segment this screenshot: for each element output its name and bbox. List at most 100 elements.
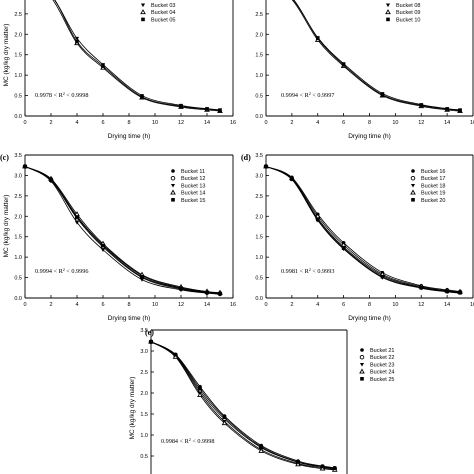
legend-label: Bucket 21 (370, 348, 394, 354)
legend-marker (411, 198, 415, 202)
y-tick-label: 2.0 (14, 214, 22, 220)
legend-marker (410, 189, 416, 195)
x-tick-label: 2 (49, 120, 52, 126)
legend-label: Bucket 08 (396, 3, 420, 9)
x-tick-label: 10 (152, 302, 158, 308)
legend-marker (170, 189, 176, 195)
data-point (419, 103, 424, 108)
y-tick-label: 2.5 (14, 194, 22, 200)
y-tick-label: 2.0 (255, 214, 263, 220)
x-axis-label: Drying time (h) (348, 315, 391, 322)
y-tick-label: 1.0 (14, 73, 22, 79)
legend-marker (386, 17, 390, 22)
y-tick-label: 0.0 (14, 296, 22, 302)
x-tick-label: 8 (368, 120, 371, 126)
x-axis-label: Drying time (h) (108, 133, 151, 140)
x-tick-label: 10 (392, 302, 398, 308)
x-tick-label: 12 (418, 120, 424, 126)
y-tick-label: 2.5 (255, 194, 263, 200)
x-tick-label: 12 (418, 302, 424, 308)
legend-label: Bucket 22 (370, 355, 394, 361)
data-point (458, 108, 462, 113)
y-tick-label: 3.0 (140, 349, 148, 355)
panel-label: (d) (241, 153, 251, 162)
data-point (315, 217, 320, 222)
x-tick-label: 2 (49, 302, 52, 308)
legend-marker (171, 198, 175, 202)
y-tick-label: 1.0 (255, 255, 263, 261)
y-tick-label: 2.5 (255, 12, 263, 18)
data-point (445, 107, 449, 111)
x-tick-label: 0 (23, 302, 26, 308)
legend-label: Bucket 17 (421, 176, 445, 182)
series-bucket-03 (74, 36, 223, 113)
y-tick-label: 0.5 (14, 94, 22, 100)
data-point (74, 220, 80, 225)
y-tick-label: 1.5 (14, 235, 22, 241)
legend-marker (170, 175, 176, 181)
data-point (149, 339, 153, 344)
legend-marker (410, 183, 416, 188)
y-tick-label: 3.0 (255, 173, 263, 179)
data-point (218, 291, 222, 296)
r-squared-annotation: 0.9978 < R2 < 0.9998 (35, 91, 88, 100)
x-axis-label: Drying time (h) (348, 133, 391, 140)
data-point (49, 177, 53, 182)
legend-marker (360, 348, 364, 352)
data-point (258, 447, 265, 453)
data-point (140, 94, 144, 99)
legend-label: Bucket 12 (181, 176, 205, 182)
legend-label: Bucket 24 (370, 370, 394, 376)
data-point (23, 164, 27, 169)
legend-label: Bucket 19 (421, 191, 445, 197)
y-tick-label: 3.5 (255, 153, 263, 159)
x-tick-label: 16 (230, 120, 236, 126)
legend-marker (385, 9, 391, 15)
legend-label: Bucket 04 (151, 10, 175, 16)
data-point (445, 289, 449, 294)
x-tick-label: 6 (342, 120, 345, 126)
x-tick-label: 6 (342, 302, 345, 308)
y-tick-label: 2.0 (140, 391, 148, 397)
x-tick-label: 8 (127, 120, 130, 126)
panel-label: (e) (145, 328, 154, 337)
y-tick-label: 0.0 (255, 114, 263, 120)
y-tick-label: 3.5 (14, 153, 22, 159)
x-tick-label: 14 (444, 120, 450, 126)
data-point (139, 278, 145, 282)
x-tick-label: 14 (204, 120, 210, 126)
legend-label: Bucket 15 (181, 198, 205, 204)
data-point (259, 444, 264, 449)
y-tick-label: 1.5 (140, 412, 148, 418)
data-point (179, 104, 183, 108)
legend-label: Bucket 03 (151, 3, 175, 9)
panel-label: (c) (0, 153, 9, 162)
x-tick-label: 12 (178, 120, 184, 126)
data-point (295, 461, 301, 467)
legend-label: Bucket 09 (396, 10, 420, 16)
data-point (140, 274, 144, 279)
y-axis-label: MC (kg/kg dry matter) (3, 195, 10, 258)
y-tick-label: 0.5 (140, 454, 148, 460)
y-tick-label: 2.5 (140, 370, 148, 376)
legend-marker (359, 354, 365, 360)
y-tick-label: 2.5 (14, 12, 22, 18)
x-tick-label: 8 (127, 302, 130, 308)
legend-marker (141, 17, 145, 22)
x-tick-label: 4 (316, 120, 319, 126)
data-point (320, 464, 325, 469)
legend-marker (140, 3, 146, 8)
y-tick-label: 0.5 (255, 94, 263, 100)
y-tick-label: 2.0 (14, 32, 22, 38)
data-point (458, 290, 462, 295)
legend-label: Bucket 18 (421, 183, 445, 189)
legend-marker (170, 183, 176, 188)
legend-label: Bucket 10 (396, 17, 420, 23)
legend-label: Bucket 05 (151, 17, 175, 23)
data-point (101, 243, 105, 248)
data-point (173, 352, 178, 357)
x-tick-label: 6 (101, 302, 104, 308)
r-squared-annotation: 0.9981 < R2 < 0.9993 (281, 267, 334, 276)
x-tick-label: 4 (75, 120, 78, 126)
